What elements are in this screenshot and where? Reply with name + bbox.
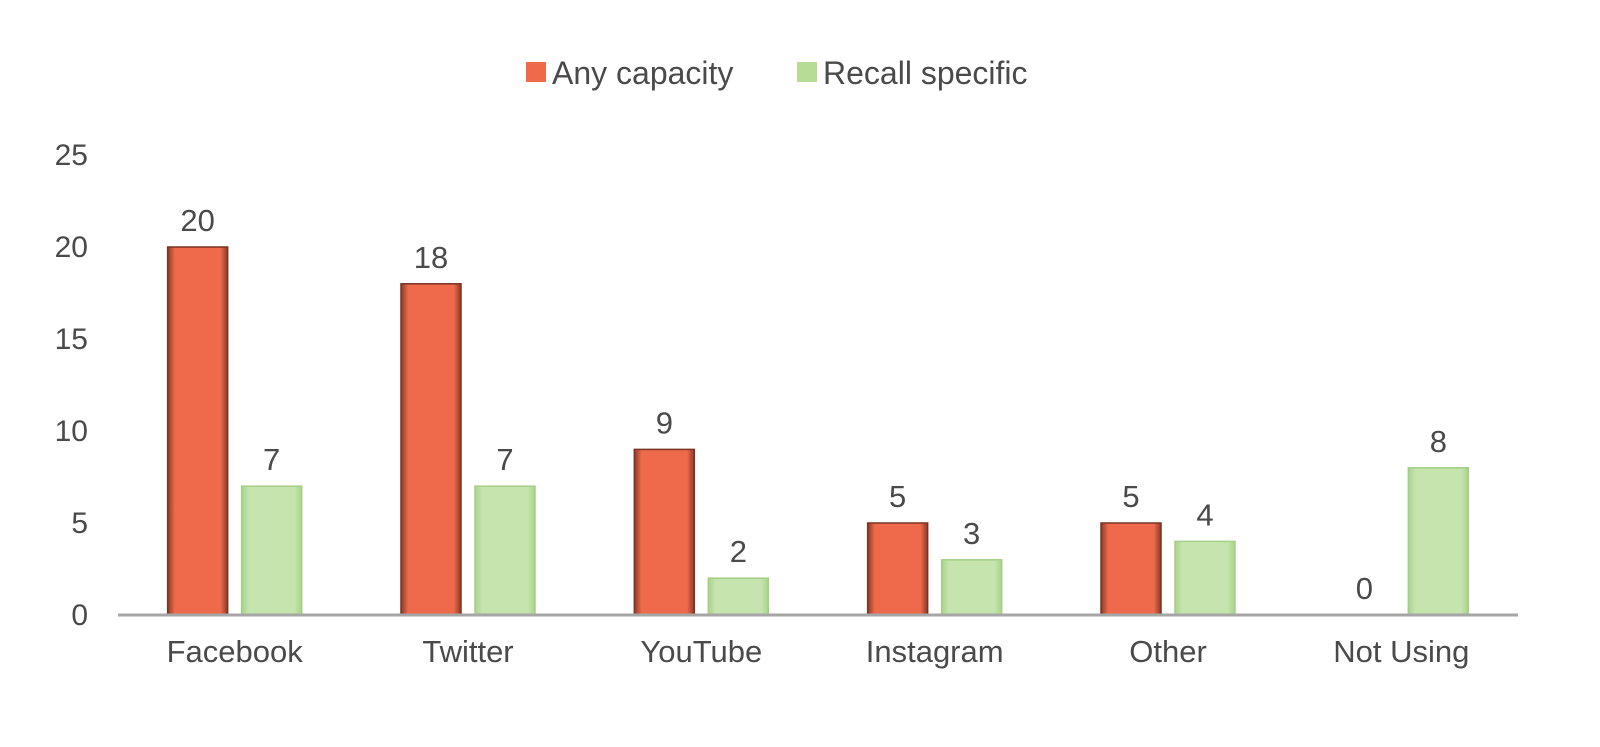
bar-any-capacity: [166, 246, 229, 616]
legend-label: Any capacity: [552, 55, 733, 91]
y-tick-label: 25: [55, 139, 88, 172]
data-label: 7: [496, 442, 513, 477]
legend: Any capacity Recall specific: [526, 55, 1028, 91]
data-label: 2: [730, 534, 747, 569]
y-tick-label: 15: [55, 323, 88, 356]
bar-any-capacity: [633, 448, 696, 616]
legend-swatch: [526, 62, 546, 82]
bar-recall-specific: [474, 485, 536, 616]
data-label: 9: [656, 405, 673, 440]
category-label: Facebook: [167, 634, 304, 669]
bar-recall-specific: [940, 559, 1003, 616]
bar-any-capacity: [866, 522, 929, 616]
bar-recall-specific: [1174, 540, 1236, 616]
category-label: Twitter: [422, 634, 513, 669]
category-label: Instagram: [866, 634, 1004, 669]
category-label: YouTube: [640, 634, 762, 669]
y-tick-label: 10: [55, 415, 88, 448]
bars: [166, 246, 1470, 616]
y-tick-label: 5: [71, 507, 88, 540]
bar-recall-specific: [240, 485, 303, 616]
y-tick-label: 0: [71, 599, 88, 632]
data-label: 20: [180, 203, 214, 238]
y-tick-label: 20: [55, 231, 88, 264]
y-axis: 0 5 10 15 20 25: [55, 139, 88, 632]
data-label: 4: [1196, 497, 1213, 532]
data-label: 0: [1356, 571, 1373, 606]
data-label: 18: [414, 240, 448, 275]
bar-any-capacity: [1100, 522, 1162, 616]
data-labels: 20 7 18 7 9 2 5 3 5 4 0 8: [180, 203, 1447, 606]
category-label: Other: [1129, 634, 1207, 669]
data-label: 5: [889, 479, 906, 514]
bar-recall-specific: [707, 577, 770, 616]
data-label: 8: [1430, 424, 1447, 459]
data-label: 3: [963, 516, 980, 551]
data-label: 7: [263, 442, 280, 477]
data-label: 5: [1122, 479, 1139, 514]
legend-label: Recall specific: [823, 55, 1028, 91]
category-label: Not Using: [1333, 634, 1469, 669]
bar-any-capacity: [400, 283, 462, 616]
legend-swatch: [797, 62, 817, 82]
bar-recall-specific: [1407, 467, 1470, 616]
x-axis: Facebook Twitter YouTube Instagram Other Not …: [118, 613, 1518, 669]
